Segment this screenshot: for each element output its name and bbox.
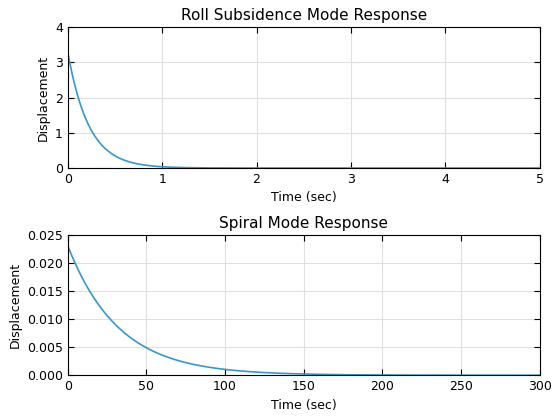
Title: Roll Subsidence Mode Response: Roll Subsidence Mode Response (181, 8, 427, 24)
Title: Spiral Mode Response: Spiral Mode Response (219, 215, 388, 231)
Y-axis label: Displacement: Displacement (8, 262, 21, 348)
X-axis label: Time (sec): Time (sec) (271, 192, 337, 205)
X-axis label: Time (sec): Time (sec) (271, 399, 337, 412)
Y-axis label: Displacement: Displacement (36, 55, 49, 141)
